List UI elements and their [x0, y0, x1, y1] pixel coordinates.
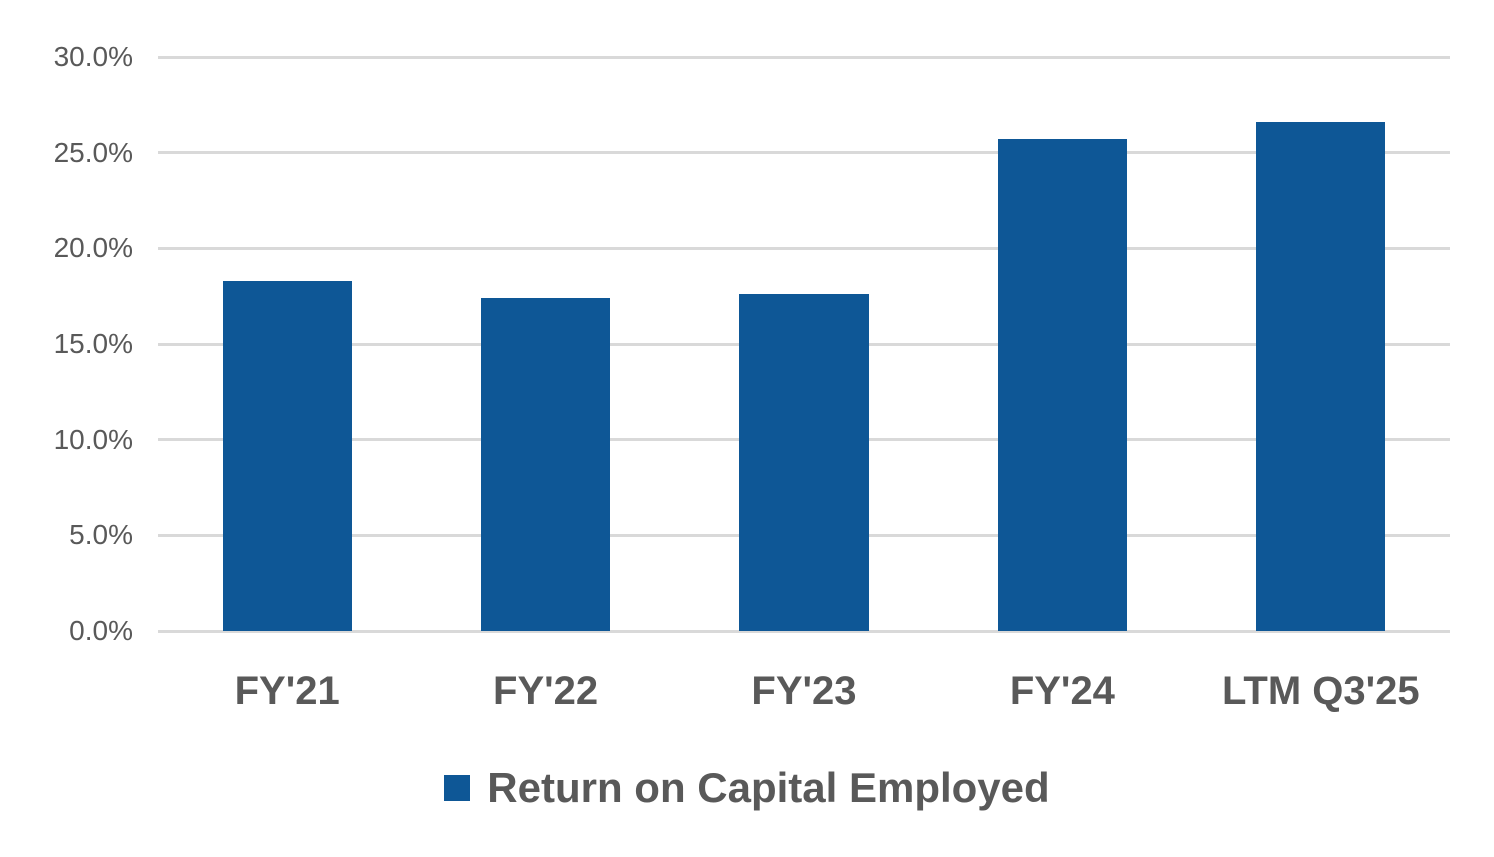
legend-swatch-icon [444, 775, 471, 801]
y-axis-tick-label: 5.0% [69, 519, 133, 551]
x-axis-label-fy-23: FY'23 [751, 669, 857, 713]
gridline [158, 151, 1450, 155]
legend: Return on Capital Employed [0, 760, 1494, 816]
gridline [158, 55, 1450, 59]
bar-fy-21 [222, 280, 352, 631]
bar-fy-23 [739, 294, 869, 631]
y-axis-tick-label: 25.0% [53, 136, 133, 168]
x-axis-label-ltm-q3-25: LTM Q3'25 [1221, 669, 1420, 713]
gridline [158, 246, 1450, 250]
y-axis-tick-label: 15.0% [53, 328, 133, 359]
y-axis-tick-label: 10.0% [53, 423, 133, 455]
y-axis-tick-label: 20.0% [53, 232, 133, 264]
gridline [158, 629, 1450, 633]
legend-label: Return on Capital Employed [487, 764, 1050, 811]
x-axis-label-fy-21: FY'21 [234, 669, 340, 713]
y-axis-tick-label: 0.0% [69, 615, 133, 646]
bar-fy-24 [997, 139, 1127, 631]
x-axis-label-fy-22: FY'22 [493, 669, 599, 713]
x-axis-label-fy-24: FY'24 [1009, 669, 1115, 713]
bar-ltm-q3-25 [1256, 122, 1386, 631]
y-axis-tick-label: 30.0% [53, 41, 133, 72]
bar-fy-22 [481, 298, 611, 631]
